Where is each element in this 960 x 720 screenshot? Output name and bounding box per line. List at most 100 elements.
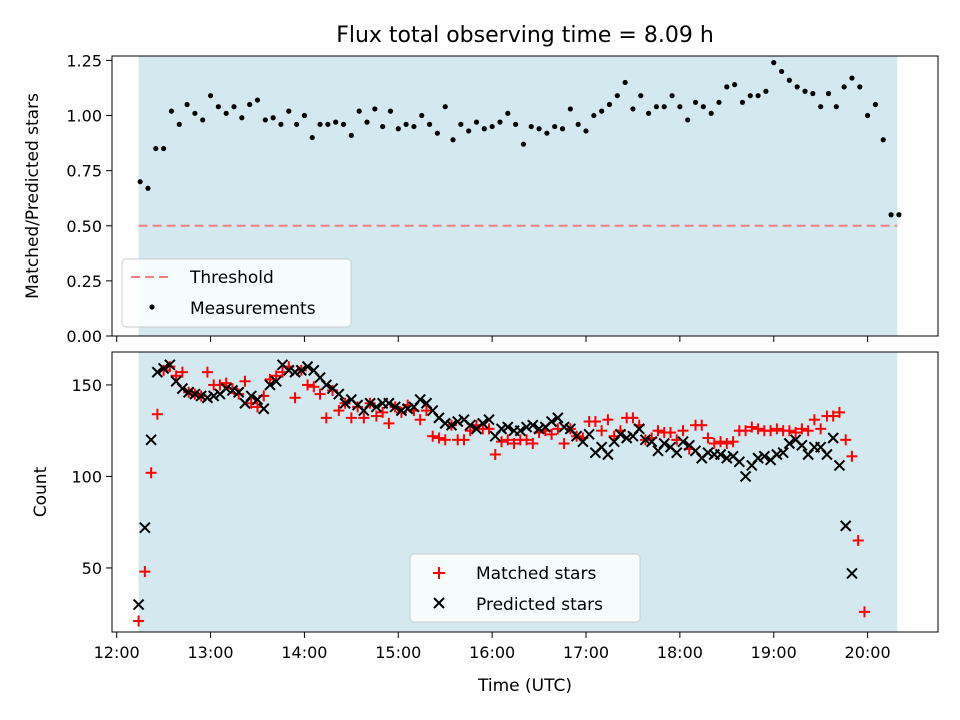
matched-star-point: [858, 606, 870, 618]
measurement-point: [387, 108, 394, 114]
measurement-point: [223, 110, 229, 116]
matched-star-point: [808, 414, 820, 426]
measurement-point: [145, 185, 151, 191]
matched-star-point: [489, 448, 501, 460]
matched-star-point: [852, 534, 864, 546]
measurement-point: [888, 212, 894, 218]
measurement-point: [747, 93, 753, 99]
matched-star-point: [796, 423, 808, 435]
measurement-point: [481, 126, 487, 132]
measurement-point: [450, 137, 456, 143]
measurement-point: [270, 115, 276, 121]
legend-predicted-swatch: [433, 597, 445, 609]
legend-predicted-label: Predicted stars: [476, 595, 603, 615]
matched-star-point: [308, 381, 320, 393]
matched-star-point: [652, 425, 664, 437]
predicted-star-point: [502, 421, 514, 433]
measurement-point: [309, 134, 315, 141]
matched-star-point: [765, 425, 777, 437]
measurement-point: [857, 84, 863, 90]
measurement-point: [317, 121, 323, 127]
measurement-point: [544, 130, 550, 136]
predicted-star-point: [245, 390, 257, 402]
matched-star-point: [314, 388, 326, 400]
predicted-star-point: [658, 437, 670, 450]
matched-star-point: [345, 412, 357, 424]
predicted-star-point: [602, 448, 614, 461]
measurement-point: [473, 119, 480, 125]
predicted-star-point: [452, 415, 464, 428]
predicted-star-point: [364, 397, 376, 409]
predicted-star-point: [270, 375, 282, 387]
top-y-axis: 0.00 0.25 0.50 0.75 1.00 1.25: [66, 51, 112, 346]
matched-star-point: [521, 434, 533, 446]
predicted-star-point: [439, 417, 451, 430]
matched-star-point: [790, 427, 802, 439]
matched-star-point: [546, 428, 558, 440]
predicted-star-point: [739, 470, 752, 483]
y-tick-label: 100: [71, 467, 102, 486]
measurement-point: [325, 121, 331, 127]
matched-star-point: [201, 366, 213, 378]
measurement-point: [739, 99, 746, 105]
measurement-point: [176, 121, 182, 127]
matched-star-point: [596, 425, 608, 437]
matched-star-point: [427, 430, 439, 442]
measurement-point: [489, 123, 495, 130]
matched-star-point: [589, 416, 601, 428]
measurement-point: [575, 121, 581, 127]
measurement-point: [333, 119, 339, 125]
predicted-star-point: [176, 382, 189, 395]
measurement-point: [802, 88, 808, 94]
x-tick-label: 12:00: [94, 643, 140, 662]
predicted-star-point: [333, 388, 345, 400]
measurement-point: [497, 119, 503, 125]
top-legend: Threshold Measurements: [121, 258, 352, 328]
measurement-point: [708, 110, 714, 116]
measurement-point: [513, 121, 519, 127]
measurement-point: [215, 104, 221, 110]
matched-star-point: [302, 379, 314, 391]
matched-star-point: [377, 406, 389, 418]
predicted-star-point: [226, 384, 239, 397]
matched-star-point: [383, 417, 395, 429]
legend-matched-label: Matched stars: [476, 564, 596, 584]
top-panel: 0.00 0.25 0.50 0.75 1.00 1.25 Matched/Predict…: [23, 51, 939, 346]
y-tick-label: 0.00: [66, 327, 102, 346]
predicted-star-point: [189, 388, 201, 400]
x-tick-label: 13:00: [188, 643, 234, 662]
predicted-star-point: [777, 446, 789, 459]
predicted-star-point: [295, 364, 307, 377]
matched-star-point: [827, 410, 839, 422]
matched-star-point: [289, 392, 301, 404]
matched-star-point: [239, 375, 251, 387]
measurement-point: [810, 90, 816, 97]
measurement-point: [763, 88, 769, 94]
measurement-point: [724, 84, 730, 90]
predicted-star-point: [477, 417, 489, 430]
matched-star-point: [727, 436, 739, 448]
measurement-point: [583, 128, 589, 134]
measurement-point: [567, 106, 573, 112]
predicted-star-point: [639, 434, 652, 446]
measurement-point: [403, 121, 409, 127]
measurement-point: [622, 79, 628, 86]
measurement-point: [278, 121, 284, 127]
measurement-point: [153, 145, 159, 152]
measurement-point: [841, 84, 847, 90]
predicted-star-point: [233, 386, 245, 398]
y-tick-label: 1.25: [66, 51, 102, 70]
measurement-point: [301, 112, 308, 119]
matched-star-point: [752, 423, 764, 435]
measurement-point: [614, 93, 620, 99]
measurement-point: [653, 104, 660, 110]
measurement-point: [348, 132, 354, 138]
predicted-star-point: [583, 428, 595, 441]
measurement-point: [192, 110, 198, 116]
matched-star-point: [558, 438, 570, 450]
measurement-point: [395, 126, 401, 132]
measurement-point: [505, 110, 511, 116]
measurement-point: [184, 101, 190, 108]
measurement-point: [239, 115, 245, 121]
predicted-star-point: [533, 423, 545, 435]
